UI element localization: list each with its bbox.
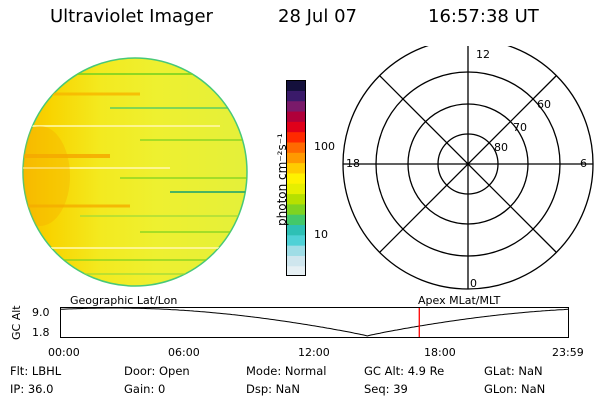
colorbar-cell <box>286 80 306 91</box>
colorbar-tick-10: 10 <box>314 228 328 241</box>
timeline-xtick-4: 23:59 <box>552 346 584 359</box>
uv-image-disk <box>22 57 248 287</box>
lat-label-70: 70 <box>513 121 527 134</box>
timeline-ytick-bottom: 1.8 <box>32 326 50 339</box>
disk-background <box>22 57 248 287</box>
lat-label-60: 60 <box>537 98 551 111</box>
timeline-xtick-0: 00:00 <box>48 346 80 359</box>
colorbar-cell <box>286 131 306 143</box>
info-door: Door: Open <box>124 364 190 378</box>
colorbar-cell <box>286 255 306 267</box>
mlt-label-18: 18 <box>346 157 360 170</box>
image-time: 16:57:38 UT <box>428 6 539 27</box>
timeline-right-label: Apex MLat/MLT <box>418 294 501 307</box>
info-glat: GLat: NaN <box>484 364 543 378</box>
colorbar-cell <box>286 152 306 164</box>
info-seq: Seq: 39 <box>364 382 408 396</box>
image-date: 28 Jul 07 <box>278 6 357 27</box>
lat-label-80: 80 <box>494 141 508 154</box>
colorbar-cell <box>286 183 306 195</box>
mlt-label-0: 0 <box>470 277 477 290</box>
colorbar-cell <box>286 162 306 174</box>
colorbar-cell <box>286 234 306 246</box>
colorbar-cell <box>286 214 306 226</box>
info-filter: Flt: LBHL <box>10 364 62 378</box>
colorbar-cell <box>286 203 306 215</box>
info-ip: IP: 36.0 <box>10 382 54 396</box>
polar-diagonal-2 <box>379 75 557 253</box>
colorbar-tick-100: 100 <box>314 140 335 153</box>
disk-stripes <box>23 73 247 275</box>
colorbar <box>286 80 306 276</box>
timeline-xtick-1: 06:00 <box>168 346 200 359</box>
mlt-label-12: 12 <box>476 48 490 61</box>
instrument-title: Ultraviolet Imager <box>50 6 213 27</box>
colorbar-cell <box>286 245 306 256</box>
timeline-plot <box>60 307 569 338</box>
colorbar-cell <box>286 90 306 102</box>
colorbar-cell <box>286 121 306 133</box>
timeline-ylabel: GC Alt <box>10 305 23 340</box>
colorbar-cell <box>286 141 306 153</box>
info-gain: Gain: 0 <box>124 382 166 396</box>
orbit-altitude-curve <box>60 307 569 337</box>
timeline-xtick-2: 12:00 <box>298 346 330 359</box>
mlt-label-6: 6 <box>580 157 587 170</box>
timeline-ytick-top: 9.0 <box>32 306 50 319</box>
colorbar-cell <box>286 224 306 236</box>
timeline-frame <box>60 307 569 338</box>
info-dsp: Dsp: NaN <box>246 382 300 396</box>
timeline-xtick-3: 18:00 <box>424 346 456 359</box>
info-glon: GLon: NaN <box>484 382 546 396</box>
colorbar-cell <box>286 110 306 122</box>
polar-grid <box>342 46 594 290</box>
timeline-left-label: Geographic Lat/Lon <box>70 294 178 307</box>
info-mode: Mode: Normal <box>246 364 327 378</box>
colorbar-cell <box>286 100 306 112</box>
info-gc-alt: GC Alt: 4.9 Re <box>364 364 445 378</box>
colorbar-cell <box>286 265 306 276</box>
colorbar-unit-label: photon cm⁻²s⁻¹ <box>275 133 289 226</box>
colorbar-cell <box>286 172 306 184</box>
colorbar-cell <box>286 193 306 205</box>
